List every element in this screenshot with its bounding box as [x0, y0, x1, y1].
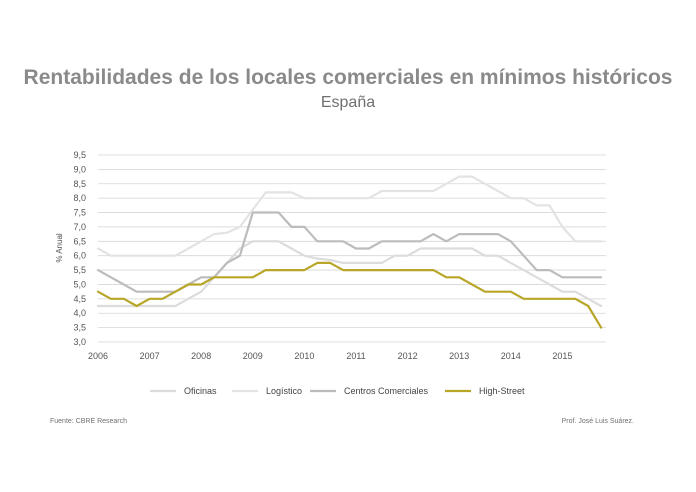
chart-subtitle: España — [320, 94, 376, 111]
y-tick-label: 6,5 — [73, 236, 86, 246]
legend-label: Centros Comerciales — [344, 386, 429, 396]
x-tick-label: 2015 — [552, 351, 572, 361]
series-lines — [96, 175, 603, 329]
series-line-log-stico — [96, 175, 603, 257]
chart-title: Rentabilidades de los locales comerciale… — [23, 66, 673, 89]
legend: Oficinas Logístico Centros Comerciales High… — [150, 386, 525, 396]
y-tick-label: 7,0 — [73, 222, 86, 232]
y-tick-label: 5,5 — [73, 265, 86, 275]
y-tick-label: 9,0 — [73, 164, 86, 174]
legend-label: Oficinas — [184, 386, 217, 396]
y-tick-label: 7,5 — [73, 208, 86, 218]
x-tick-label: 2013 — [449, 351, 469, 361]
y-tick-label: 3,0 — [73, 337, 86, 347]
x-tick-label: 2010 — [294, 351, 314, 361]
legend-label: High-Street — [479, 386, 525, 396]
y-tick-label: 8,5 — [73, 179, 86, 189]
x-tick-label: 2007 — [140, 351, 160, 361]
x-tick-label: 2006 — [88, 351, 108, 361]
y-tick-label: 3,5 — [73, 323, 86, 333]
series-line-high-street — [96, 261, 603, 329]
y-tick-label: 6,0 — [73, 251, 86, 261]
x-tick-label: 2011 — [346, 351, 365, 361]
y-tick-label: 9,5 — [73, 150, 86, 160]
x-axis-ticks: 2006 2007 2008 2009 2010 2011 2012 2013 2014 2015 — [88, 351, 572, 361]
series-line-oficinas — [96, 240, 603, 308]
x-tick-label: 2009 — [243, 351, 263, 361]
source-note: Fuente: CBRE Research — [50, 418, 128, 425]
legend-label: Logístico — [266, 386, 302, 396]
y-axis-ticks: 9,5 9,0 8,5 8,0 7,5 7,0 6,5 6,0 5,5 5,0 4,5 4,0 3,5 3… — [73, 150, 86, 347]
x-tick-label: 2012 — [398, 351, 418, 361]
grid-lines — [98, 154, 606, 343]
y-tick-label: 8,0 — [73, 193, 86, 203]
series-line-centros-comerciales — [96, 211, 603, 293]
y-tick-label: 5,0 — [73, 279, 86, 289]
x-tick-label: 2014 — [501, 351, 521, 361]
y-tick-label: 4,5 — [73, 294, 86, 304]
x-tick-label: 2008 — [191, 351, 211, 361]
author-credit: Prof. José Luis Suárez. — [561, 418, 634, 425]
y-tick-label: 4,0 — [73, 308, 86, 318]
y-axis-label: % Anual — [55, 233, 64, 263]
